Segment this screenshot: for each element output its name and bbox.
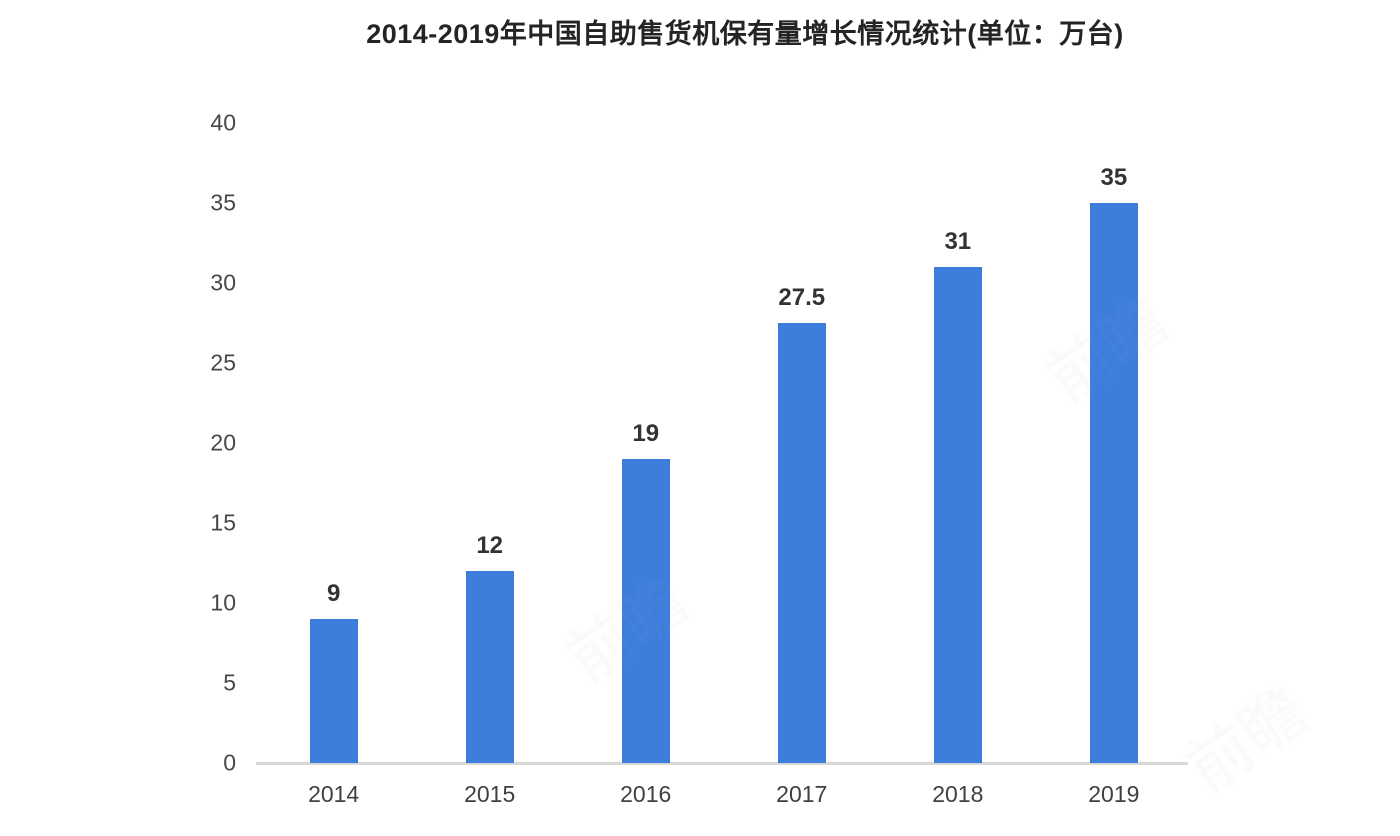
x-axis-tick-label: 2017 (776, 781, 828, 807)
bar-value-label: 35 (1100, 164, 1128, 191)
y-axis-tick-label: 20 (210, 429, 236, 456)
x-axis-tick-label: 2014 (308, 781, 360, 807)
x-axis-tick-label: 2016 (620, 781, 672, 807)
bar (621, 459, 670, 763)
y-axis-tick-label: 0 (223, 749, 236, 776)
x-axis-tick-label: 2018 (932, 781, 984, 807)
bar-value-label: 19 (632, 420, 660, 447)
x-axis-tick-label: 2019 (1088, 781, 1140, 807)
y-axis-tick-label: 10 (210, 589, 236, 616)
bar (1089, 203, 1138, 763)
x-axis-line (256, 762, 1188, 765)
y-axis-tick-label: 25 (210, 349, 236, 376)
y-axis-tick-label: 5 (223, 669, 236, 696)
y-axis-tick-label: 30 (210, 269, 236, 296)
y-axis-tick-label: 40 (210, 109, 236, 136)
bar-value-label: 12 (476, 532, 504, 559)
bar (933, 267, 982, 763)
y-axis-tick-label: 15 (210, 509, 236, 536)
y-axis-tick-label: 35 (210, 189, 236, 216)
bar (777, 323, 826, 763)
bar-value-label: 9 (326, 580, 341, 607)
bar (309, 619, 358, 763)
watermark: 前瞻 (1173, 673, 1320, 807)
chart-title: 2014-2019年中国自助售货机保有量增长情况统计(单位：万台) (366, 19, 1124, 49)
x-axis-tick-label: 2015 (464, 781, 516, 807)
bar-value-label: 31 (944, 228, 972, 255)
bar-value-label: 27.5 (778, 284, 826, 311)
bar (465, 571, 514, 763)
